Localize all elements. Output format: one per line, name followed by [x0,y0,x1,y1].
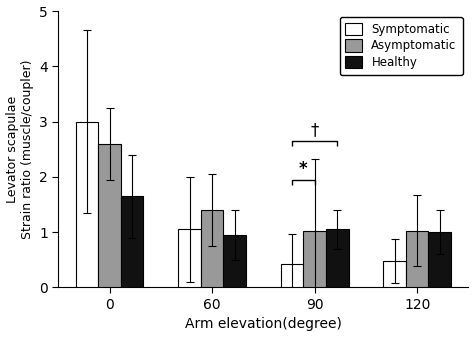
Bar [428,232,451,287]
Bar [383,261,406,287]
Bar [406,231,428,287]
Legend: Symptomatic, Asymptomatic, Healthy: Symptomatic, Asymptomatic, Healthy [339,17,463,75]
X-axis label: Arm elevation(degree): Arm elevation(degree) [185,317,342,332]
Bar [178,229,201,287]
Bar [76,122,99,287]
Bar [303,231,326,287]
Bar [326,229,348,287]
Bar [223,235,246,287]
Text: †: † [310,121,319,139]
Bar [281,264,303,287]
Bar [121,196,144,287]
Y-axis label: Levator scapulae
Strain ratio (muscle/coupler): Levator scapulae Strain ratio (muscle/co… [6,60,34,239]
Bar [201,210,223,287]
Bar [99,144,121,287]
Text: *: * [299,160,308,178]
